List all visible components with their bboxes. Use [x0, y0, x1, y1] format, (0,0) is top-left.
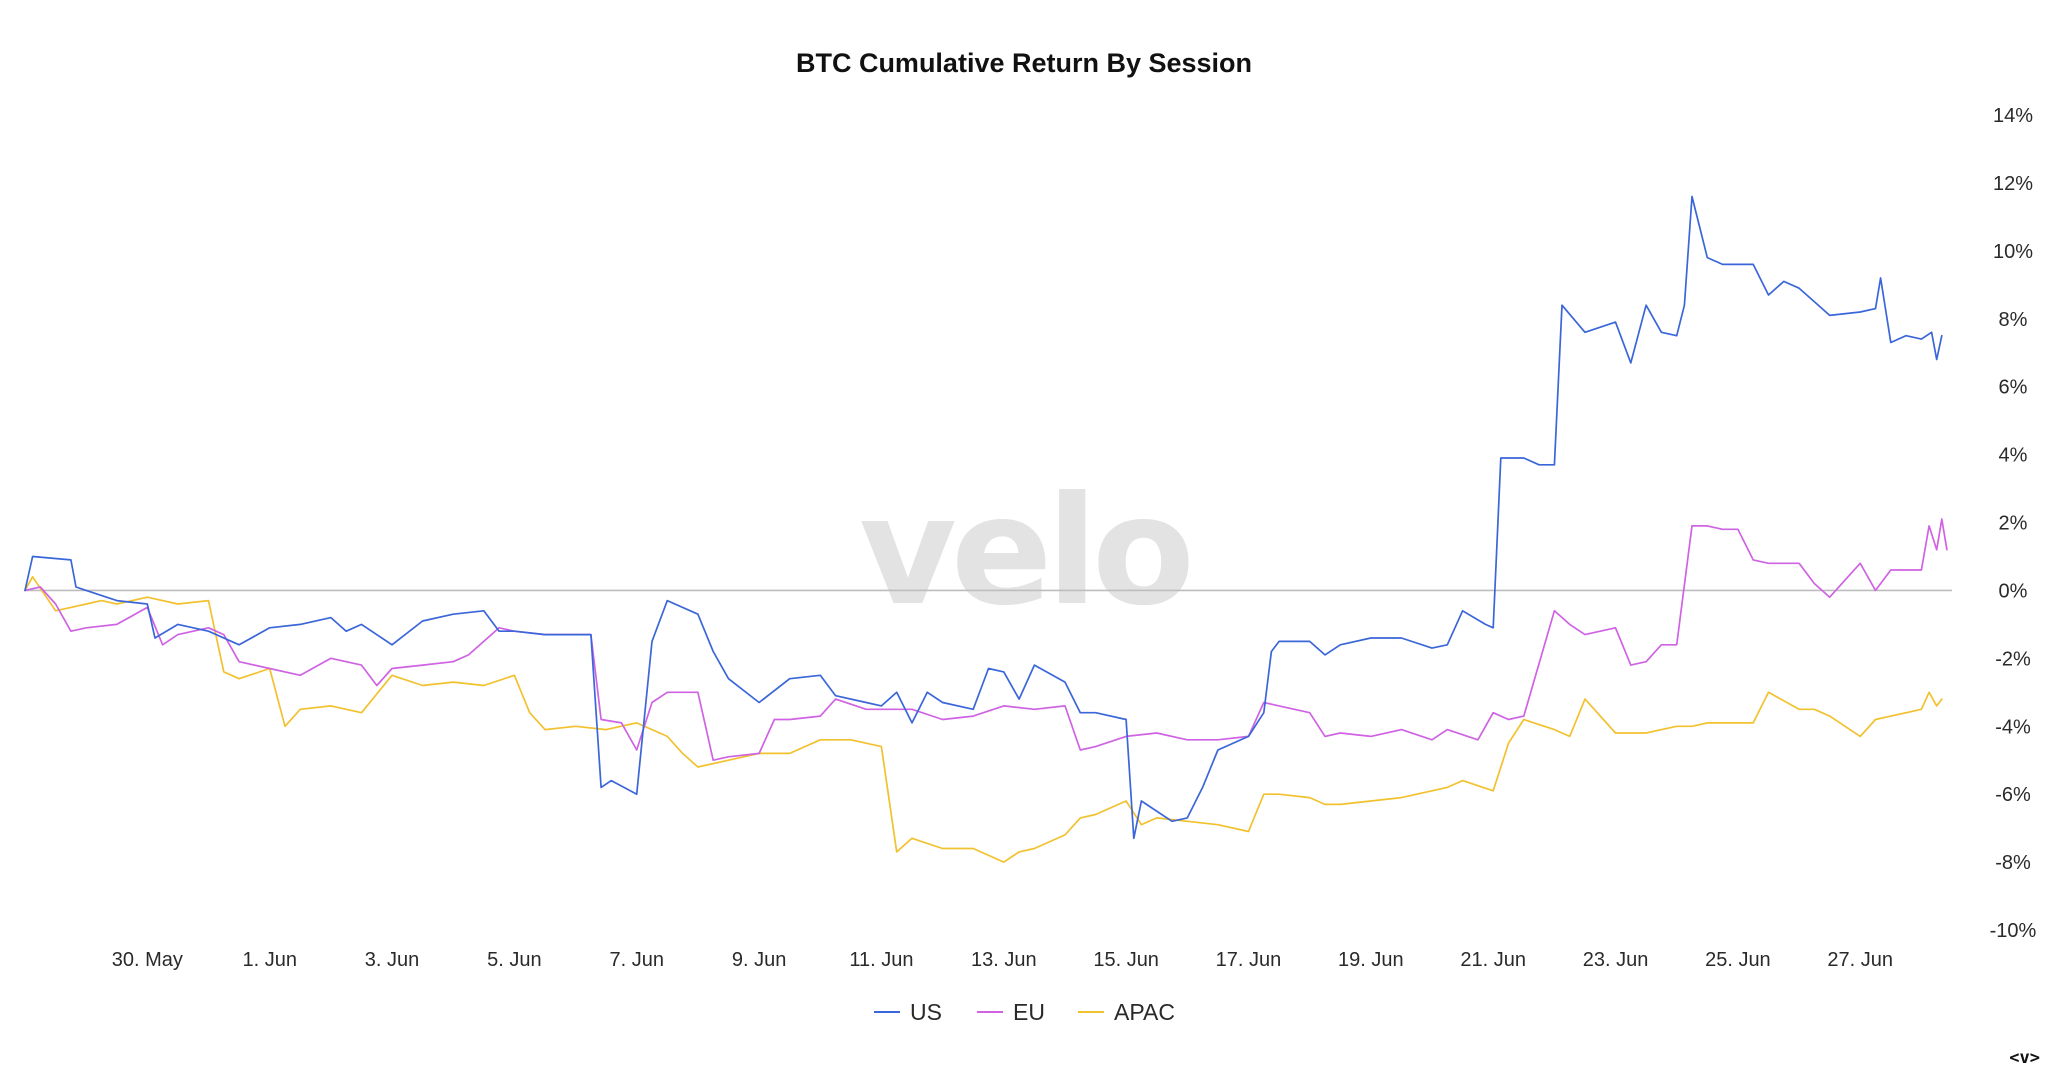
x-tick-label: 17. Jun	[1216, 949, 1282, 971]
y-tick-label: -6%	[1995, 784, 2031, 806]
x-tick-label: 25. Jun	[1705, 949, 1771, 971]
y-tick-label: 12%	[1993, 173, 2033, 195]
x-tick-label: 9. Jun	[732, 949, 786, 971]
y-tick-label: -8%	[1995, 852, 2031, 874]
x-tick-label: 13. Jun	[971, 949, 1037, 971]
x-tick-label: 7. Jun	[610, 949, 664, 971]
series-line-apac[interactable]	[24, 575, 1943, 863]
y-tick-label: 6%	[1999, 377, 2028, 399]
x-tick-label: 15. Jun	[1093, 949, 1159, 971]
x-tick-label: 30. May	[112, 949, 183, 971]
chart-title: BTC Cumulative Return By Session	[796, 48, 1252, 78]
x-tick-label: 5. Jun	[487, 949, 541, 971]
watermark: velo	[859, 465, 1189, 639]
x-tick-label: 19. Jun	[1338, 949, 1404, 971]
y-tick-label: 8%	[1999, 309, 2028, 331]
x-tick-label: 1. Jun	[242, 949, 296, 971]
x-tick-label: 23. Jun	[1583, 949, 1649, 971]
x-tick-label: 3. Jun	[365, 949, 419, 971]
series-line-eu[interactable]	[24, 518, 1948, 762]
legend: US EU APAC	[874, 999, 1175, 1025]
y-tick-label: -4%	[1995, 716, 2031, 738]
legend-item-eu[interactable]: EU	[1013, 999, 1045, 1025]
legend-item-apac[interactable]: APAC	[1114, 999, 1175, 1025]
legend-item-us[interactable]: US	[910, 999, 942, 1025]
x-axis: 30. May 1. Jun 3. Jun 5. Jun 7. Jun 9. Jun 11.…	[112, 949, 1893, 971]
plot-area	[24, 195, 1948, 863]
y-tick-label: 0%	[1999, 580, 2028, 602]
x-tick-label: 11. Jun	[849, 949, 913, 971]
x-tick-label: 21. Jun	[1460, 949, 1526, 971]
y-tick-label: -2%	[1995, 648, 2031, 670]
velo-nav-widget[interactable]: <v>	[2009, 1048, 2040, 1068]
y-tick-label: -10%	[1990, 920, 2037, 942]
y-axis: -10% -8% -6% -4% -2% 0% 2% 4% 6% 8% 10% 12% 14%	[1990, 105, 2037, 942]
y-tick-label: 14%	[1993, 105, 2033, 127]
y-tick-label: 4%	[1999, 445, 2028, 467]
y-tick-label: 2%	[1999, 513, 2028, 535]
y-tick-label: 10%	[1993, 241, 2033, 263]
series-line-us[interactable]	[24, 195, 1943, 840]
x-tick-label: 27. Jun	[1827, 949, 1893, 971]
